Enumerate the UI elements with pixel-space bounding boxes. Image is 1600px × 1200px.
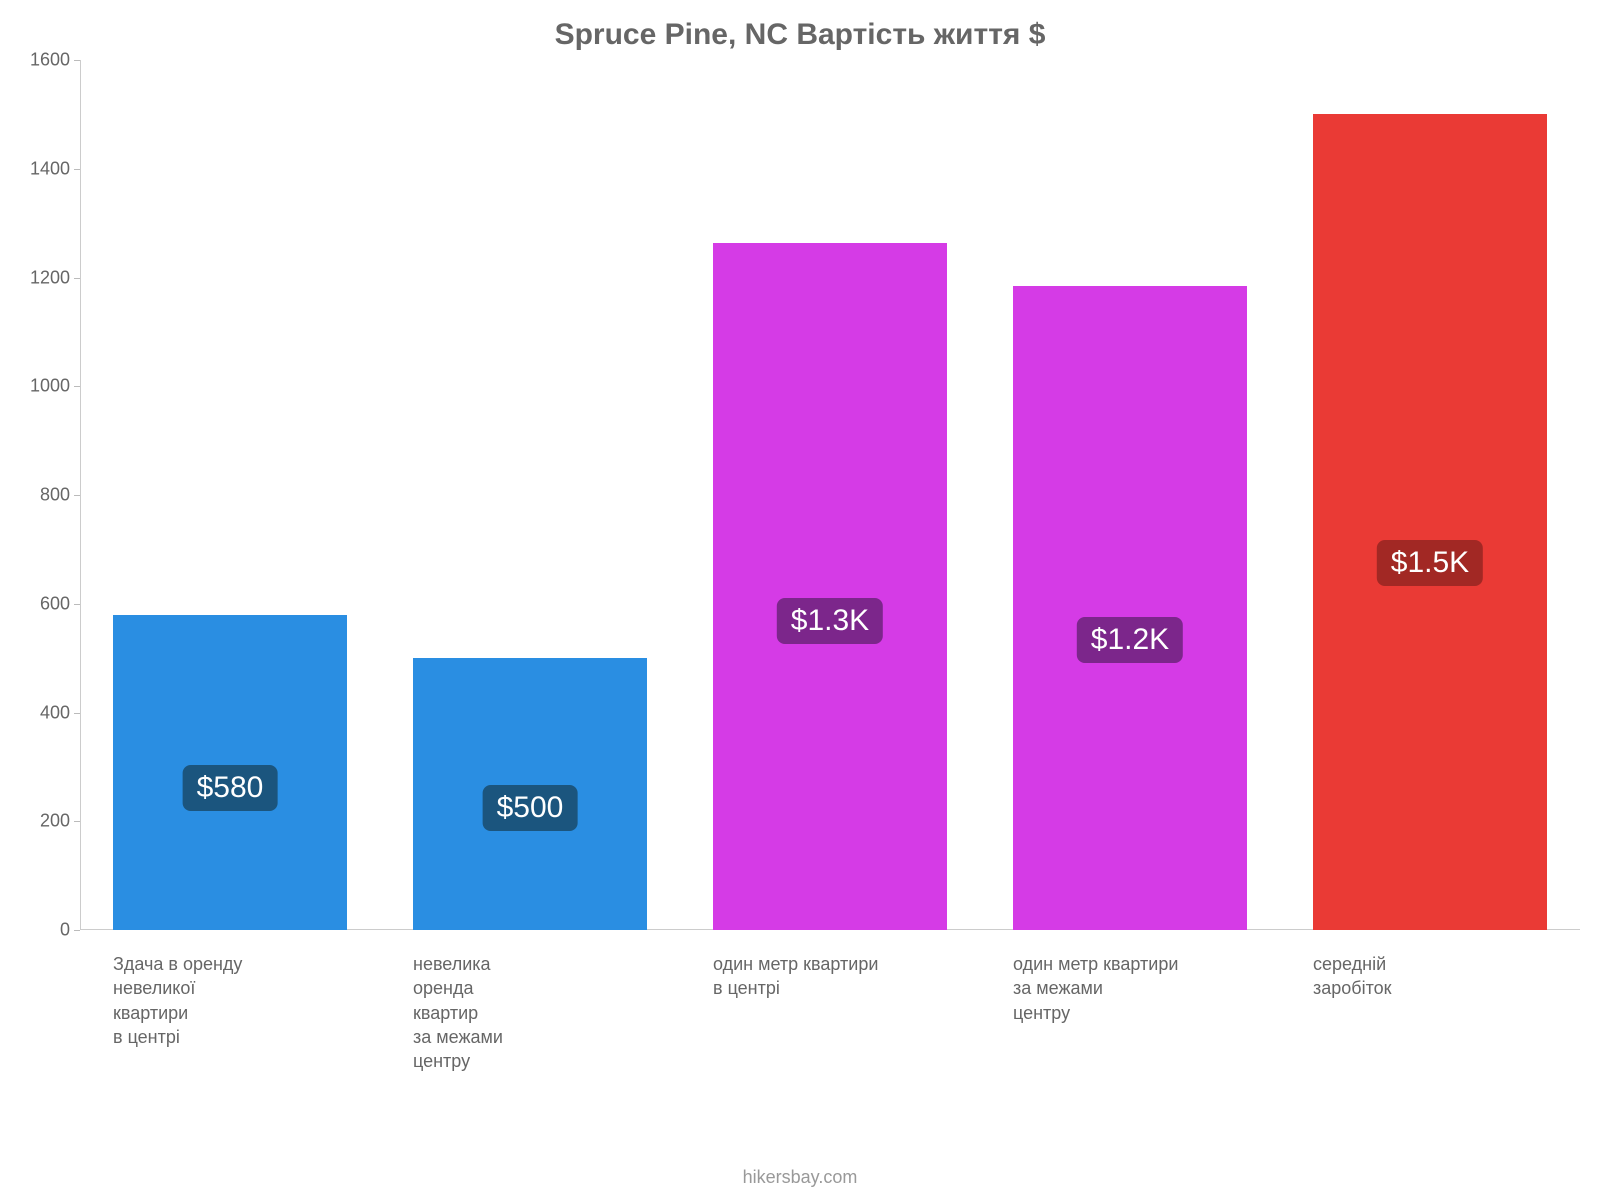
x-category-label-line: центру (413, 1049, 647, 1073)
bar: $1.5K (1313, 114, 1547, 930)
x-category-label-line: заробіток (1313, 976, 1547, 1000)
ytick-label: 400 (10, 702, 70, 723)
bar: $1.3K (713, 243, 947, 930)
ytick-label: 1200 (10, 267, 70, 288)
x-category-label-line: квартир (413, 1001, 647, 1025)
x-category-label-line: за межами (1013, 976, 1247, 1000)
x-category-label-line: оренда (413, 976, 647, 1000)
ytick-mark (74, 169, 80, 170)
bar-value-badge: $1.2K (1077, 617, 1183, 663)
ytick-mark (74, 930, 80, 931)
bar: $1.2K (1013, 286, 1247, 930)
ytick-label: 200 (10, 811, 70, 832)
x-category-label-line: один метр квартири (713, 952, 947, 976)
x-category-label-line: Здача в оренду (113, 952, 347, 976)
bar-value-badge: $1.3K (777, 598, 883, 644)
bar-value-badge: $1.5K (1377, 540, 1483, 586)
x-category-label-line: квартири (113, 1001, 347, 1025)
bar: $580 (113, 615, 347, 930)
x-category-label: середнійзаробіток (1313, 952, 1547, 1001)
x-category-label-line: центру (1013, 1001, 1247, 1025)
x-category-label-line: невеликої (113, 976, 347, 1000)
x-category-label-line: один метр квартири (1013, 952, 1247, 976)
ytick-mark (74, 278, 80, 279)
bar-value-badge: $580 (183, 765, 278, 811)
x-category-label-line: в центрі (713, 976, 947, 1000)
ytick-mark (74, 713, 80, 714)
x-category-label-line: за межами (413, 1025, 647, 1049)
ytick-label: 800 (10, 485, 70, 506)
ytick-label: 0 (10, 920, 70, 941)
ytick-label: 600 (10, 593, 70, 614)
bar: $500 (413, 658, 647, 930)
x-category-label: один метр квартириза межамицентру (1013, 952, 1247, 1025)
ytick-label: 1000 (10, 376, 70, 397)
x-category-label-line: в центрі (113, 1025, 347, 1049)
ytick-mark (74, 821, 80, 822)
ytick-label: 1600 (10, 50, 70, 71)
x-category-label: невеликаорендаквартирза межамицентру (413, 952, 647, 1073)
ytick-mark (74, 386, 80, 387)
x-category-label-line: невелика (413, 952, 647, 976)
chart-title: Spruce Pine, NC Вартість життя $ (0, 18, 1600, 52)
ytick-mark (74, 495, 80, 496)
bar-value-badge: $500 (483, 785, 578, 831)
x-category-label: Здача в орендуневеликоїквартирив центрі (113, 952, 347, 1049)
x-category-label: один метр квартирив центрі (713, 952, 947, 1001)
x-category-label-line: середній (1313, 952, 1547, 976)
ytick-label: 1400 (10, 158, 70, 179)
chart-footer-credit: hikersbay.com (0, 1167, 1600, 1188)
ytick-mark (74, 604, 80, 605)
ytick-mark (74, 60, 80, 61)
cost-of-living-bar-chart: Spruce Pine, NC Вартість життя $ 0 200 400… (0, 0, 1600, 1200)
